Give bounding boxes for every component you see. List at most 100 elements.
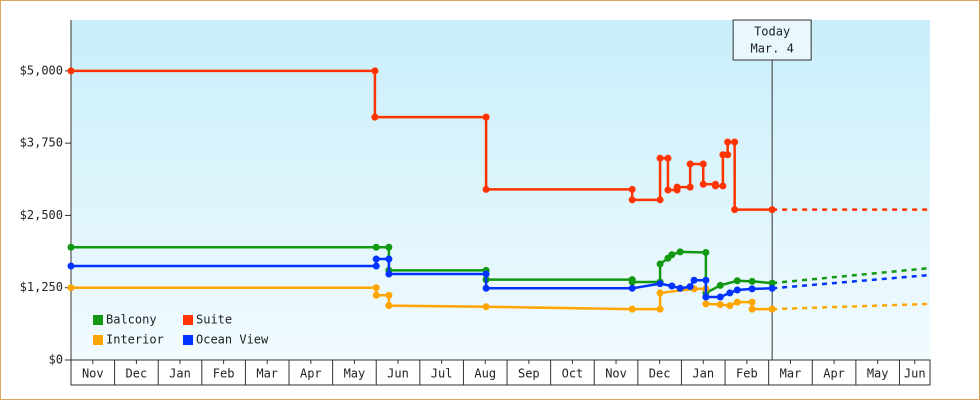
point [482,270,490,278]
x-tick-label: Feb [213,367,235,381]
x-tick-label: Jun [904,367,926,381]
point [372,291,380,299]
x-tick-label: Dec [126,367,148,381]
x-tick-label: Feb [736,367,758,381]
x-tick-label: Apr [823,367,845,381]
legend-swatch [183,315,193,325]
x-tick-label: Mar [256,367,278,381]
x-tick-label: Jan [692,367,714,381]
point [656,289,664,297]
today-label: Mar. 4 [750,42,793,56]
point [67,67,75,75]
x-tick-label: Dec [649,367,671,381]
point [716,293,724,301]
y-tick-label: $3,750 [20,136,63,150]
point [482,284,490,292]
today-box [732,19,812,61]
point [628,284,636,292]
point [385,255,393,263]
x-tick-label: Nov [605,367,627,381]
point [733,298,741,306]
point [748,277,756,285]
point [716,281,724,289]
x-tick-label: Jun [387,367,409,381]
x-tick-label: Nov [82,367,104,381]
forecast-line [772,302,931,311]
forecast-line [772,266,931,285]
legend-label: Ocean View [196,333,269,347]
point [702,300,710,308]
forecast-line [772,273,931,290]
legend-swatch [93,315,103,325]
point [676,284,684,292]
point [67,243,75,251]
y-tick-label: $2,500 [20,208,63,222]
point [686,160,694,168]
y-tick-label: $1,250 [20,280,63,294]
point [656,260,664,268]
point [716,300,724,308]
point [702,248,710,256]
point [628,185,636,193]
point [726,289,734,297]
point [699,180,707,188]
point [656,280,664,288]
point [372,284,380,292]
y-tick-label: $0 [49,353,63,367]
point [372,255,380,263]
x-tick-label: Oct [562,367,584,381]
x-tick-label: Jan [169,367,191,381]
point [731,206,739,214]
point [748,285,756,293]
today-label: Today [754,25,790,39]
point [724,151,732,159]
point [726,302,734,310]
legend-label: Interior [106,333,164,347]
legend-swatch [93,335,103,345]
point [372,243,380,251]
point [702,293,710,301]
x-tick-label: Aug [474,367,496,381]
point [371,67,379,75]
point [656,154,664,162]
point [482,185,490,193]
point [385,270,393,278]
point [768,284,776,292]
point [731,138,739,146]
point [628,196,636,204]
point [482,113,490,121]
point [385,291,393,299]
point [719,151,727,159]
point [699,160,707,168]
point [768,305,776,313]
point [673,183,681,191]
point [385,243,393,251]
legend-label: Balcony [106,313,157,327]
point [664,186,672,194]
point [676,248,684,256]
point [67,262,75,270]
point [768,279,776,287]
x-tick-label: May [867,367,889,381]
point [67,284,75,292]
x-axis-band [70,359,931,386]
point [690,276,698,284]
point [656,196,664,204]
point [724,138,732,146]
x-tick-label: Jul [431,367,453,381]
point [686,283,694,291]
x-tick-label: May [344,367,366,381]
point [711,182,719,190]
x-tick-label: Apr [300,367,322,381]
point [686,183,694,191]
point [733,286,741,294]
point [372,262,380,270]
point [628,305,636,313]
point [664,154,672,162]
x-tick-label: Sep [518,367,540,381]
legend-swatch [183,335,193,345]
point [748,298,756,306]
legend-label: Suite [196,313,232,327]
point [702,276,710,284]
